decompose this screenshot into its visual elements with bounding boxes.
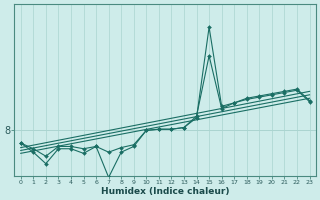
X-axis label: Humidex (Indice chaleur): Humidex (Indice chaleur)	[101, 187, 229, 196]
